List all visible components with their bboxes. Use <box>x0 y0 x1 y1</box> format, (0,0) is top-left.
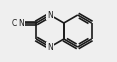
Text: N: N <box>47 10 53 20</box>
Text: N: N <box>18 18 24 28</box>
Text: N: N <box>47 42 53 52</box>
Text: C: C <box>11 18 17 28</box>
